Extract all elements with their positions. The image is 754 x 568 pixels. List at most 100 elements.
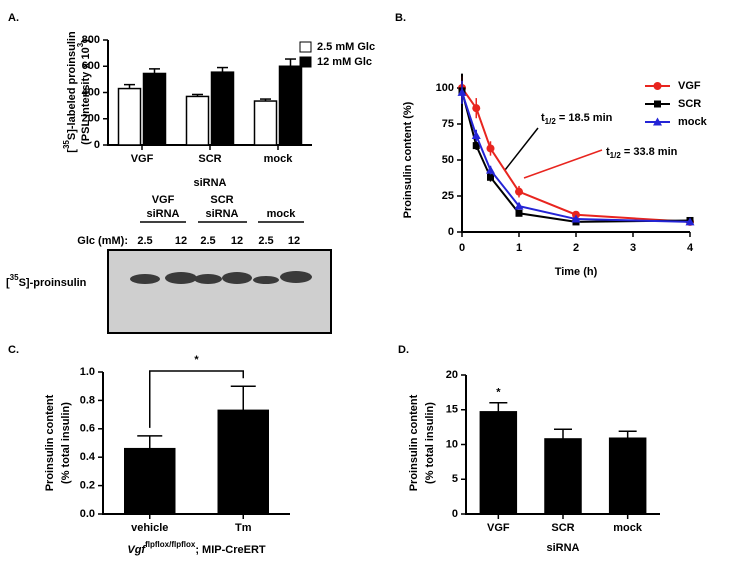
label-part: Proinsulin content [44,394,56,491]
y-axis-label: Proinsulin content [44,394,56,491]
bar [124,447,176,515]
y-tick-label: 0 [452,508,458,520]
x-axis-label: Vgfflpflox/flpflox; MIP-CreERT [127,540,266,556]
point [486,165,495,174]
label-part: 35 [62,140,71,149]
y-axis-label: (% total insulin) [424,402,436,484]
x-tick-label: SCR [198,153,221,165]
y-tick-label: 0.2 [80,480,95,492]
legend-label: mock [678,116,708,128]
x-tick-label: vehicle [131,522,168,534]
label-part: ; MIP-CreERT [195,544,266,556]
group-label: mock [267,208,297,220]
lane-label: 2.5 [137,235,152,247]
label-part: (% total insulin) [60,402,72,484]
significance-label: * [194,354,199,366]
y-tick-label: 0.0 [80,508,95,520]
significance-label: * [496,387,501,399]
line [461,92,691,223]
lane-label: 2.5 [200,235,215,247]
point [472,142,480,150]
significance-bracket [149,370,244,428]
label-part: S]-labeled proinsulin [66,31,78,140]
label-part: Proinsulin content [408,394,420,491]
y-tick-label: 100 [436,82,454,94]
legend-label: 2.5 mM Glc [317,41,375,53]
bar [142,72,167,146]
y-tick-label: 10 [446,438,458,450]
point [471,131,481,140]
point [685,217,695,226]
bar [117,87,142,146]
x-tick-label: 4 [687,242,694,254]
point [487,173,494,181]
y-axis-label: (% total insulin) [60,402,72,484]
y-tick-label: 25 [442,190,454,202]
legend-label: SCR [678,98,701,110]
x-axis-label: siRNA [546,542,579,554]
label-part: = 18.5 min [556,112,613,124]
legend-swatch [299,56,312,68]
y-tick-label: 75 [442,118,454,130]
label-part: 1/2 [545,117,557,126]
lane-label: 12 [175,235,187,247]
point [514,201,524,210]
lane-label: 12 [231,235,243,247]
band [194,274,222,284]
x-tick-label: 3 [630,242,636,254]
y-tick-label: 20 [446,369,458,381]
y-tick-label: 5 [452,473,458,485]
x-tick-label: SCR [551,522,574,534]
y-tick-label: 600 [82,60,100,72]
panel-label: B. [395,12,406,24]
x-tick-label: VGF [487,522,510,534]
point [515,209,523,217]
band [165,272,197,284]
lane-label: 2.5 [258,235,273,247]
point [486,144,495,153]
bar [608,437,647,515]
y-axis-label: [35S]-labeled proinsulin [62,31,78,153]
legend-label: 12 mM Glc [317,56,372,68]
panel-label: D. [398,344,409,356]
bar [479,411,518,515]
y-tick-label: 0.4 [80,451,96,463]
y-tick-label: 200 [82,113,100,125]
point [472,104,481,113]
glc-label: Glc (mM): [77,235,128,247]
y-tick-label: 400 [82,86,100,98]
annotation: t1/2 = 18.5 min [541,112,613,126]
label-part: flpflox/flpflox [145,540,196,549]
band [253,276,279,284]
bar [210,71,235,146]
label-part: Vgf [127,544,146,556]
x-tick-label: Tm [235,522,252,534]
band [222,272,252,284]
group-label: VGF [152,194,175,206]
y-tick-label: 50 [442,154,454,166]
legend-marker [654,100,661,108]
x-tick-label: 2 [573,242,579,254]
y-tick-label: 0.8 [80,394,95,406]
panel-label: A. [8,12,19,24]
group-label: siRNA [205,208,238,220]
y-axis-label: (PSL intensity x 103) [76,39,92,145]
legend-marker [653,117,662,126]
band [130,274,160,284]
label-part: (PSL intensity x 10 [80,47,92,145]
bar [278,65,303,146]
label-part: 3 [76,42,85,47]
y-tick-label: 0.6 [80,423,95,435]
label-part: 1/2 [610,151,622,160]
pointer [504,127,539,171]
band [280,271,312,283]
blot-image [107,249,332,334]
bar [217,409,269,515]
y-tick-label: 1.0 [80,366,95,378]
bar [544,438,582,515]
lane-label: 12 [288,235,300,247]
y-tick-label: 0 [448,226,454,238]
x-tick-label: 1 [516,242,522,254]
